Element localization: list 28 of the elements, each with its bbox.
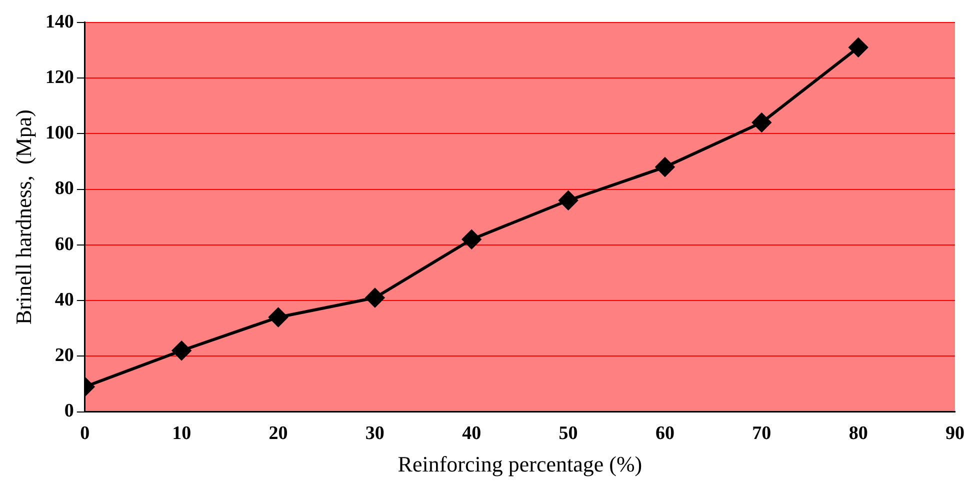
x-tick-label: 30	[365, 423, 384, 444]
x-tick-label: 60	[655, 423, 674, 444]
x-tick-label: 40	[462, 423, 482, 444]
point	[655, 158, 674, 177]
y-tick-label: 100	[45, 122, 74, 144]
x-tick-label: 70	[752, 423, 772, 444]
x-tick-label: 0	[80, 423, 90, 444]
point	[558, 190, 578, 210]
point	[848, 38, 868, 57]
point	[462, 230, 482, 249]
y-tick-label: 120	[45, 66, 74, 88]
x-axis-title: Reinforcing percentage (%)	[398, 452, 642, 477]
point	[752, 113, 772, 132]
x-tick-label: 20	[268, 423, 288, 444]
x-tick-label: 90	[946, 423, 964, 444]
point	[365, 288, 384, 308]
y-tick-label: 40	[54, 289, 74, 310]
y-tick-label: 140	[45, 11, 74, 32]
y-tick-label: 60	[54, 234, 74, 255]
x-tick-label: 10	[172, 423, 192, 444]
y-tick-label: 20	[54, 345, 74, 366]
point	[268, 308, 288, 327]
x-tick-label: 50	[558, 423, 578, 444]
x-tick-label: 80	[848, 423, 868, 444]
y-tick-label: 0	[64, 400, 74, 422]
y-tick-label: 80	[54, 178, 74, 200]
y-axis-title: Brinell hardness, (Mpa)	[10, 110, 36, 325]
point	[172, 341, 192, 360]
